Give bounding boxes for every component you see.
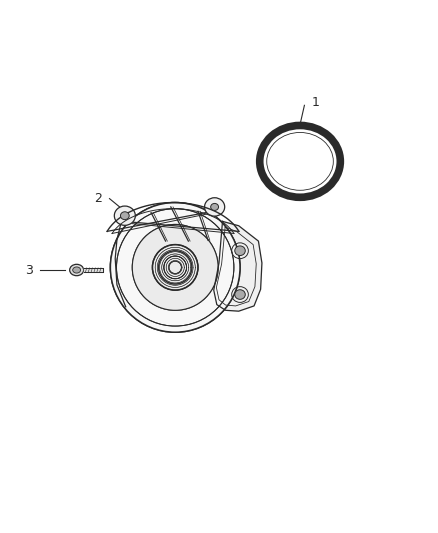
- Text: 1: 1: [312, 96, 320, 109]
- Ellipse shape: [235, 246, 245, 255]
- Ellipse shape: [70, 264, 84, 276]
- Ellipse shape: [120, 212, 129, 220]
- Ellipse shape: [110, 203, 240, 332]
- Ellipse shape: [110, 203, 240, 332]
- Text: 2: 2: [94, 192, 102, 205]
- Polygon shape: [214, 221, 262, 311]
- Ellipse shape: [132, 224, 218, 310]
- Ellipse shape: [132, 224, 218, 310]
- Ellipse shape: [235, 290, 245, 300]
- Ellipse shape: [205, 198, 225, 216]
- Ellipse shape: [211, 204, 219, 211]
- Text: 3: 3: [25, 263, 33, 277]
- Ellipse shape: [73, 267, 81, 273]
- Ellipse shape: [114, 206, 135, 225]
